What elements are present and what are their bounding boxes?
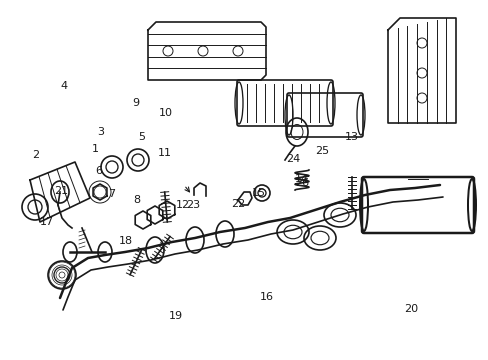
Text: 18: 18	[119, 236, 133, 246]
Text: 26: 26	[295, 178, 308, 188]
Text: 5: 5	[138, 132, 145, 142]
Text: 9: 9	[132, 98, 139, 108]
Text: 19: 19	[169, 311, 183, 321]
Text: 10: 10	[159, 108, 173, 118]
Text: 6: 6	[95, 166, 102, 176]
Text: 2: 2	[32, 150, 39, 160]
Text: 17: 17	[40, 217, 53, 228]
Text: 11: 11	[158, 148, 172, 158]
Text: 22: 22	[231, 199, 245, 210]
Text: 23: 23	[186, 200, 200, 210]
Text: 1: 1	[92, 144, 99, 154]
Text: 4: 4	[60, 81, 67, 91]
Text: 13: 13	[345, 132, 358, 142]
Text: 20: 20	[403, 304, 417, 314]
Text: 21: 21	[54, 186, 68, 196]
Text: 12: 12	[176, 200, 190, 210]
Text: 24: 24	[285, 154, 300, 164]
Text: 14: 14	[295, 174, 308, 184]
Text: 3: 3	[97, 127, 103, 138]
Text: 15: 15	[252, 188, 265, 198]
Text: 8: 8	[133, 195, 140, 205]
Text: 16: 16	[259, 292, 273, 302]
Text: 7: 7	[108, 189, 115, 199]
Text: 25: 25	[314, 146, 328, 156]
